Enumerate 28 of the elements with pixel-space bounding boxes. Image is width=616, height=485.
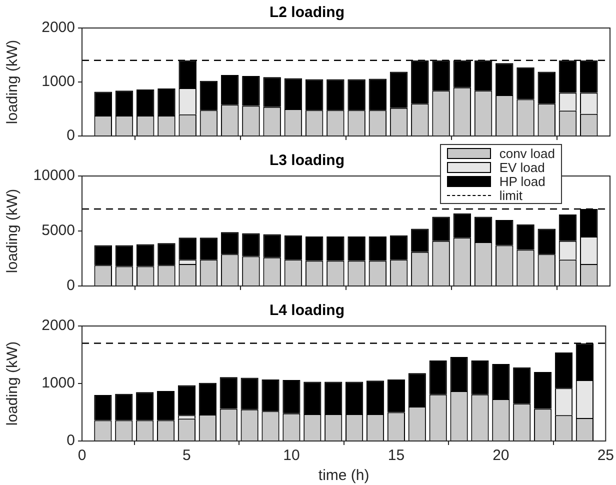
x-tick-label: 25 — [597, 447, 614, 464]
x-tick-label: 15 — [388, 447, 405, 464]
y-tick-label: 10000 — [33, 167, 75, 184]
y-tick-label: 1000 — [42, 374, 75, 392]
y-tick-label: 0 — [66, 277, 75, 294]
y-axis-title: loading (kW) — [4, 188, 22, 274]
x-tick-label: 10 — [283, 447, 300, 464]
legend-label: EV load — [499, 160, 545, 174]
bar — [178, 238, 196, 260]
x-axis-title: time (h) — [318, 467, 370, 484]
legend-label: conv load — [499, 146, 555, 160]
y-tick-label: 2000 — [42, 19, 75, 36]
y-tick-label: 1000 — [42, 73, 75, 90]
chart-title: L4 loading — [270, 302, 344, 320]
bar — [178, 385, 196, 416]
x-tick-label: 5 — [182, 447, 191, 464]
y-tick-label: 5000 — [42, 222, 75, 240]
y-tick-label: 0 — [66, 432, 75, 450]
chart-title: L2 loading — [270, 4, 344, 22]
y-tick-label: 0 — [66, 127, 75, 144]
y-axis-title: loading (kW) — [4, 341, 22, 426]
chart-title: L3 loading — [270, 152, 344, 170]
y-axis-title: loading (kW) — [4, 40, 22, 124]
y-tick-label: 2000 — [42, 317, 75, 334]
x-tick-label: 0 — [78, 447, 86, 464]
x-tick-label: 20 — [492, 447, 510, 464]
legend-label: HP load — [499, 174, 546, 188]
legend-label: limit — [499, 188, 522, 202]
